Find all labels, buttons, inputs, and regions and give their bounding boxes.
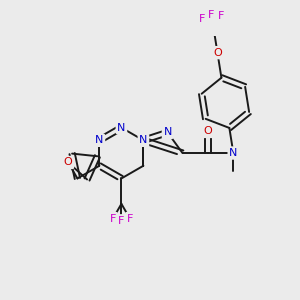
Text: F: F: [208, 10, 214, 20]
Text: N: N: [229, 148, 238, 158]
Text: F: F: [199, 14, 206, 24]
Text: F: F: [118, 216, 124, 226]
Text: F: F: [218, 11, 225, 21]
Text: N: N: [164, 128, 172, 137]
Text: N: N: [95, 135, 103, 145]
Text: N: N: [117, 123, 126, 133]
Text: O: O: [213, 48, 222, 58]
Text: O: O: [64, 158, 73, 167]
Text: F: F: [127, 214, 133, 224]
Text: O: O: [204, 126, 212, 136]
Text: N: N: [139, 135, 148, 145]
Text: F: F: [110, 214, 116, 224]
